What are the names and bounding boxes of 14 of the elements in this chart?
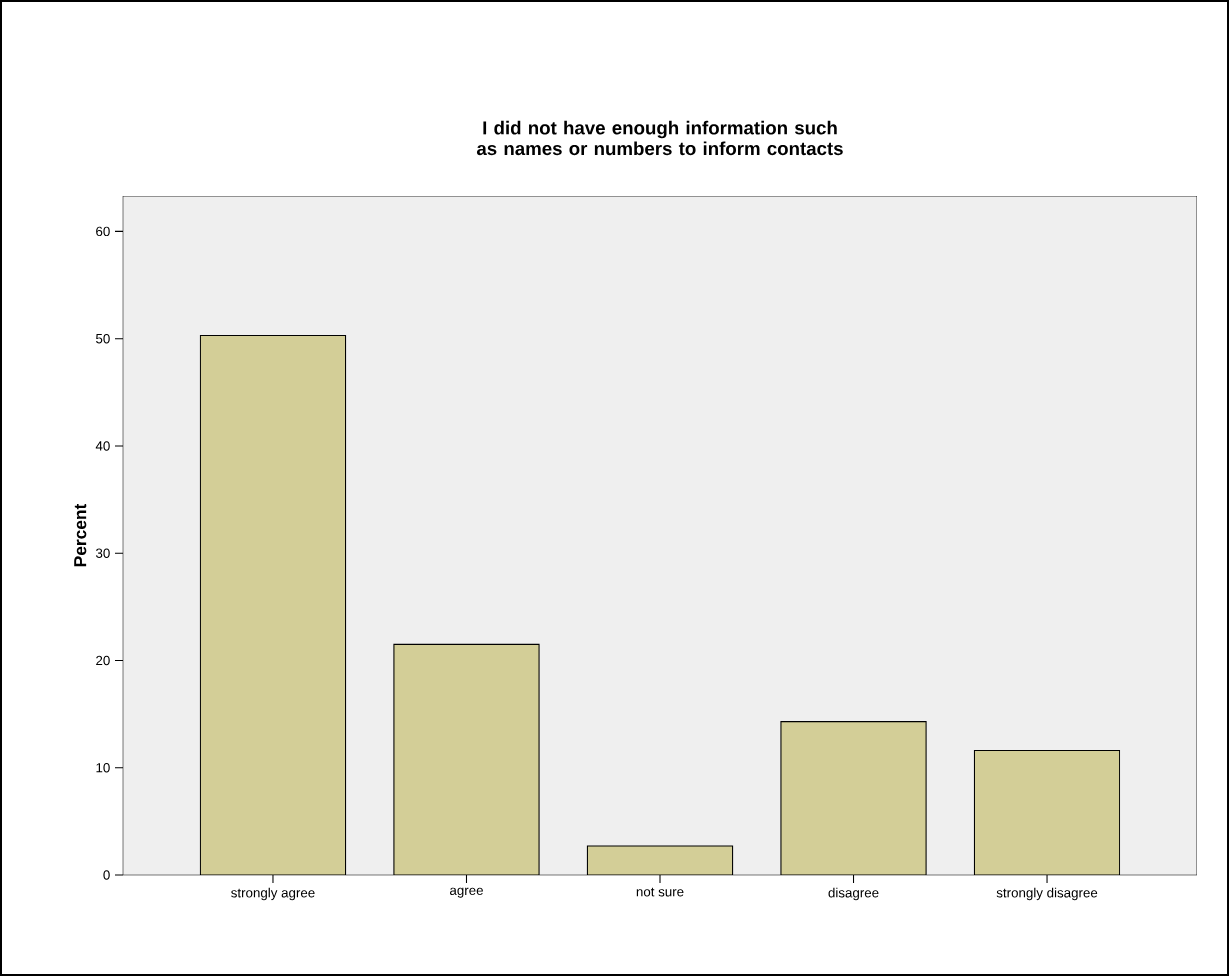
- y-tick-label: 0: [103, 870, 110, 880]
- y-tick-label: 50: [96, 333, 110, 344]
- chart-title: I did not have enough information such as names or numbers to inform contacts: [476, 120, 843, 156]
- y-tick-label: 40: [95, 441, 110, 451]
- x-tick-label: disagree: [828, 887, 879, 901]
- y-axis-title: Percent: [74, 503, 87, 567]
- y-tick-label: 10: [96, 763, 110, 773]
- y-tick-label: 20: [96, 655, 110, 666]
- x-tick-label: agree: [450, 887, 483, 898]
- x-tick-label: not sure: [636, 887, 684, 897]
- x-tick-label: strongly disagree: [996, 887, 1098, 901]
- y-tick-label: 60: [96, 226, 110, 237]
- x-tick-label: strongly agree: [231, 887, 315, 901]
- y-tick-label: 30: [95, 548, 110, 558]
